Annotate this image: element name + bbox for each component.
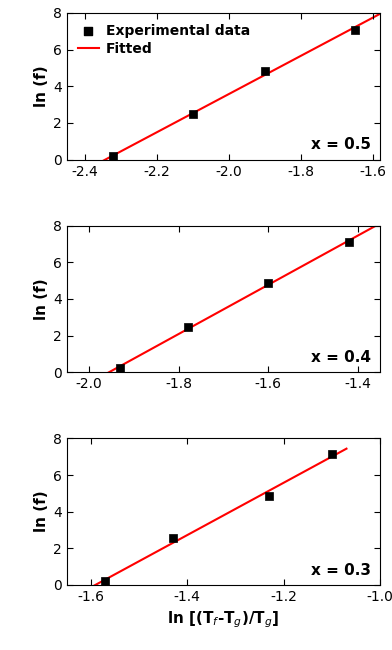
Y-axis label: ln (f): ln (f) bbox=[34, 491, 49, 532]
Point bbox=[111, 151, 117, 162]
Point bbox=[170, 533, 176, 543]
Point bbox=[265, 278, 271, 289]
Point bbox=[352, 24, 358, 34]
Y-axis label: ln (f): ln (f) bbox=[34, 66, 49, 107]
Text: x = 0.3: x = 0.3 bbox=[311, 563, 371, 578]
Y-axis label: ln (f): ln (f) bbox=[34, 278, 49, 320]
Point bbox=[190, 109, 196, 119]
Point bbox=[266, 491, 272, 501]
Text: x = 0.5: x = 0.5 bbox=[311, 137, 371, 152]
Point bbox=[329, 448, 335, 459]
Point bbox=[102, 576, 108, 586]
Point bbox=[346, 237, 352, 248]
Text: x = 0.4: x = 0.4 bbox=[311, 350, 371, 365]
Legend: Experimental data, Fitted: Experimental data, Fitted bbox=[72, 19, 255, 62]
X-axis label: ln [(T$_f$-T$_g$)/T$_g$]: ln [(T$_f$-T$_g$)/T$_g$] bbox=[167, 610, 279, 630]
Point bbox=[262, 66, 268, 76]
Point bbox=[117, 363, 123, 374]
Point bbox=[185, 321, 191, 332]
